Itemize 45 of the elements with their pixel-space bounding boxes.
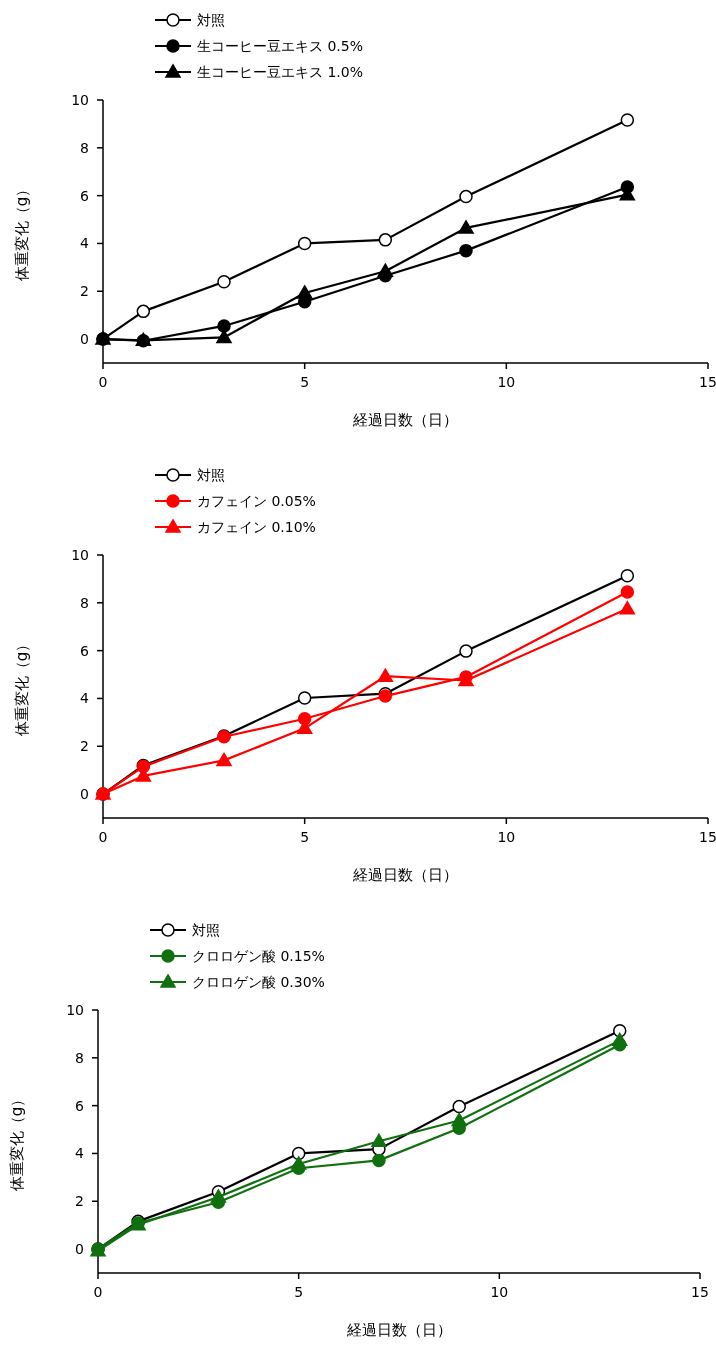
legend-label: 生コーヒー豆エキス 0.5% <box>197 38 364 54</box>
y-tick-label: 0 <box>80 786 89 803</box>
y-tick-label: 2 <box>75 1193 84 1210</box>
y-tick-label: 2 <box>80 738 89 755</box>
y-tick-label: 0 <box>75 1241 84 1258</box>
x-tick-label: 15 <box>699 829 716 845</box>
y-tick-label: 10 <box>71 547 89 563</box>
y-tick-label: 4 <box>80 235 90 252</box>
x-tick-label: 0 <box>98 829 108 845</box>
y-axis-title: 体重変化（g） <box>8 1091 26 1192</box>
y-tick-label: 6 <box>80 642 90 659</box>
x-tick-label: 5 <box>300 374 310 390</box>
x-tick-label: 15 <box>699 374 716 390</box>
x-tick-label: 5 <box>300 829 310 845</box>
legend-label: カフェイン 0.05% <box>197 493 316 509</box>
y-tick-label: 4 <box>80 690 90 707</box>
legend-label: カフェイン 0.10% <box>197 519 316 535</box>
x-tick-label: 15 <box>691 1284 709 1300</box>
y-tick-label: 8 <box>80 139 89 156</box>
x-axis-title: 経過日数（日） <box>352 866 458 884</box>
x-tick-label: 10 <box>497 374 516 390</box>
y-tick-label: 6 <box>75 1097 85 1114</box>
x-tick-label: 5 <box>294 1284 304 1300</box>
x-axis-title: 経過日数（日） <box>352 411 458 429</box>
y-axis-title: 体重変化（g） <box>13 636 31 737</box>
y-tick-label: 0 <box>80 331 89 348</box>
y-tick-label: 2 <box>80 283 89 300</box>
x-tick-label: 10 <box>490 1284 509 1300</box>
x-axis-title: 経過日数（日） <box>345 1321 452 1339</box>
x-tick-label: 0 <box>98 374 108 390</box>
legend-label: クロロゲン酸 0.15% <box>192 948 325 964</box>
y-tick-label: 8 <box>80 594 89 611</box>
legend-label: 生コーヒー豆エキス 1.0% <box>197 64 364 80</box>
y-tick-label: 10 <box>71 92 89 108</box>
legend-label: クロロゲン酸 0.30% <box>192 974 325 990</box>
y-axis-title: 体重変化（g） <box>13 181 31 282</box>
y-tick-label: 4 <box>75 1145 85 1162</box>
y-tick-label: 10 <box>66 1002 84 1018</box>
y-tick-label: 6 <box>80 187 90 204</box>
x-tick-label: 0 <box>93 1284 103 1300</box>
x-tick-label: 10 <box>497 829 516 845</box>
legend-label: 対照 <box>192 922 220 938</box>
y-tick-label: 8 <box>75 1049 84 1066</box>
legend-label: 対照 <box>197 467 225 483</box>
legend-label: 対照 <box>197 12 225 28</box>
